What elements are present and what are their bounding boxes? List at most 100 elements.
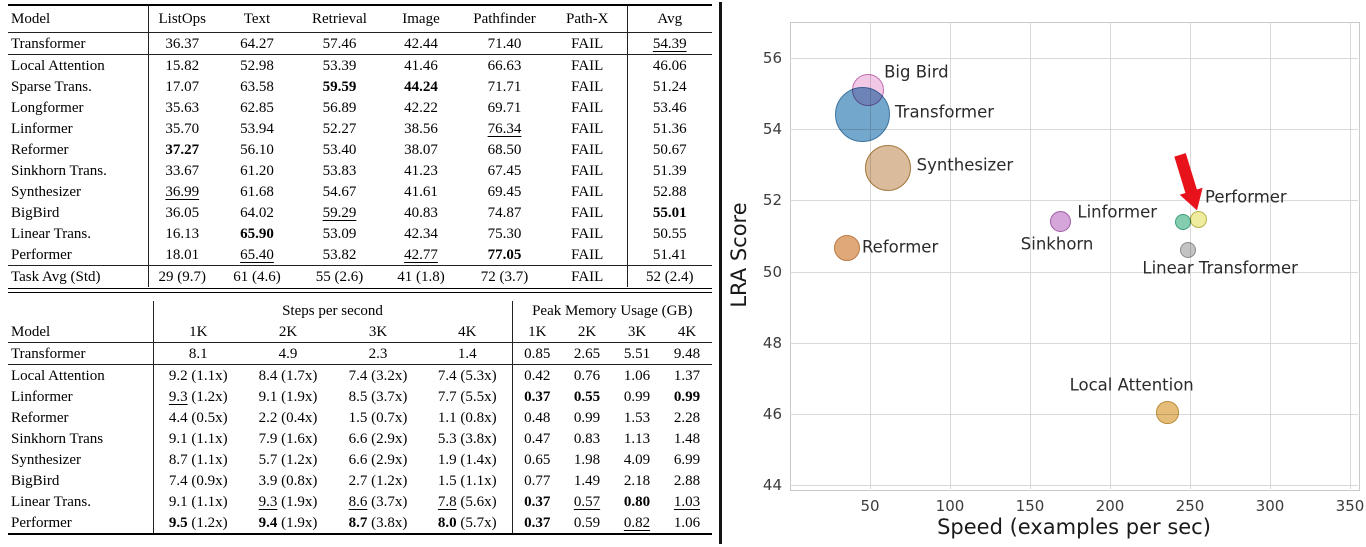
value-cell: 53.40 — [322, 141, 357, 158]
column-header: Model — [8, 5, 149, 33]
table-row: Transformer 36.37 64.27 57.46 42.44 71.40 FAIL… — [8, 32, 712, 55]
value-cell: 0.37 — [524, 493, 551, 510]
bubble-label-performer: Performer — [1205, 187, 1287, 207]
model-column-header: Model — [8, 321, 154, 343]
value-cell: 1.13 — [623, 430, 651, 447]
y-gridline — [790, 200, 1358, 202]
value-cell: 1.48 — [673, 430, 701, 447]
y-gridline — [790, 342, 1358, 344]
value-cell: 51.41 — [627, 244, 712, 266]
value-cell: 53.94 — [240, 120, 274, 137]
value-cell: FAIL — [548, 76, 628, 97]
value-cell: 9.1 (1.9x) — [258, 388, 318, 405]
table-row: Reformer 37.27 56.10 53.40 38.07 68.50 FAIL 50.… — [8, 139, 712, 160]
value-cell: 65.90 — [240, 225, 274, 242]
value-cell: 8.0 (5.7x) — [423, 512, 513, 534]
bubble-label-sinkhorn: Sinkhorn — [1020, 234, 1094, 254]
value-cell: 61.68 — [240, 183, 274, 200]
value-cell: 2.28 — [673, 409, 701, 426]
value-cell: 0.65 — [524, 451, 551, 468]
value-cell: 63.58 — [240, 78, 274, 95]
tables-divider-double-rule — [8, 288, 712, 293]
value-cell: 9.3 (1.9x) — [258, 493, 318, 510]
footer-row: Task Avg (Std) 29 (9.7) 61 (4.6) 55 (2.6) 41… — [8, 265, 712, 287]
x-gridline — [1270, 22, 1271, 489]
model-name: Transformer — [8, 32, 149, 55]
table-row: Sinkhorn Trans. 33.67 61.20 53.83 41.23 67.45… — [8, 160, 712, 181]
benchmark-tables-panel: Model ListOps Text Retrieval Image Pathfinder… — [8, 2, 722, 544]
table-row: Sinkhorn Trans 9.1 (1.1x) 7.9 (1.6x) 6.6 (2… — [8, 428, 712, 449]
value-cell: 64.27 — [216, 32, 298, 55]
value-cell: 0.99 — [623, 388, 651, 405]
y-gridline — [790, 271, 1358, 273]
value-cell: FAIL — [548, 32, 628, 55]
value-cell: 54.39 — [627, 32, 712, 55]
y-tick-label: 50 — [762, 262, 782, 281]
model-name: Local Attention — [8, 364, 154, 386]
column-header: Avg — [627, 5, 712, 33]
y-gridline — [790, 128, 1358, 130]
value-cell: 41 (1.8) — [397, 268, 445, 285]
model-name: Transformer — [8, 342, 154, 365]
bubble-label-synthesizer: Synthesizer — [916, 155, 1014, 175]
value-cell: FAIL — [548, 265, 628, 287]
bubble-linformer — [1049, 211, 1071, 233]
value-cell: 2.3 — [333, 342, 423, 365]
value-cell: 42.77 — [381, 244, 461, 266]
value-cell: 0.42 — [524, 367, 551, 384]
value-cell: 1.98 — [573, 451, 601, 468]
model-name: Synthesizer — [8, 181, 149, 202]
value-cell: 35.63 — [165, 99, 200, 116]
value-cell: 1.1 (0.8x) — [423, 407, 513, 428]
value-cell: 42.44 — [381, 32, 461, 55]
value-cell: 7.4 (5.3x) — [423, 364, 513, 386]
value-cell: 1.5 (1.1x) — [423, 470, 513, 491]
value-cell: 56.89 — [322, 99, 357, 116]
value-cell: 7.8 (5.6x) — [423, 491, 513, 512]
value-cell: 16.13 — [165, 225, 200, 242]
value-cell: 52.27 — [322, 120, 357, 137]
value-cell: 0.99 — [673, 388, 701, 405]
column-header: 3K — [333, 321, 423, 343]
value-cell: 6.99 — [673, 451, 701, 468]
bubble-performer — [1189, 211, 1207, 229]
y-tick-label: 56 — [762, 48, 782, 67]
model-name: Linformer — [8, 386, 154, 407]
x-tick-label: 250 — [1175, 497, 1205, 515]
value-cell: 69.45 — [487, 183, 522, 200]
value-cell: 7.4 (0.9x) — [168, 472, 228, 489]
value-cell: 9.3 (1.2x) — [168, 388, 228, 405]
x-tick-label: 300 — [1255, 497, 1285, 515]
value-cell: 61 (4.6) — [233, 268, 281, 285]
value-cell: 0.80 — [623, 493, 651, 510]
value-cell: 44.24 — [404, 78, 438, 95]
value-cell: 8.5 (3.7x) — [348, 388, 408, 405]
value-cell: 51.36 — [652, 120, 687, 137]
value-cell: 0.59 — [573, 514, 601, 531]
y-gridline — [790, 57, 1358, 59]
value-cell: 0.99 — [573, 409, 601, 426]
y-gridline — [790, 485, 1358, 487]
value-cell: FAIL — [548, 54, 628, 76]
value-cell: 33.67 — [165, 162, 200, 179]
value-cell: 38.56 — [404, 120, 438, 137]
value-cell: 1.03 — [673, 493, 701, 510]
value-cell: FAIL — [548, 160, 628, 181]
value-cell: 0.82 — [623, 514, 651, 531]
group-header: Peak Memory Usage (GB) — [532, 303, 693, 319]
value-cell: 53.46 — [652, 99, 687, 116]
column-header: 1K — [512, 321, 562, 343]
value-cell: 66.63 — [487, 57, 522, 74]
value-cell: 65.40 — [216, 244, 298, 266]
value-cell: 76.34 — [487, 120, 522, 137]
value-cell: 1.06 — [673, 514, 701, 531]
model-name: Sparse Trans. — [8, 76, 149, 97]
value-cell: 1.9 (1.4x) — [423, 449, 513, 470]
bubble-label-big-bird: Big Bird — [884, 62, 949, 82]
value-cell: FAIL — [548, 181, 628, 202]
value-cell: 77.05 — [461, 244, 548, 266]
value-cell: 1.53 — [623, 409, 651, 426]
column-header: Image — [381, 5, 461, 33]
value-cell: 0.57 — [573, 493, 601, 510]
